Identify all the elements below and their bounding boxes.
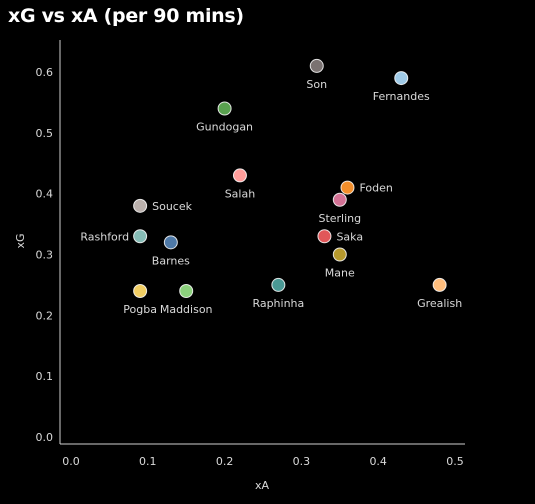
data-point [394,71,409,86]
x-tick-label: 0.2 [216,455,234,468]
data-label: Barnes [152,254,190,267]
data-label: Grealish [417,297,462,310]
data-point [217,101,232,116]
data-point [332,192,347,207]
data-label: Mane [325,267,355,280]
data-point [432,277,447,292]
data-label: Son [306,78,327,91]
y-tick-label: 0.0 [36,431,54,444]
data-label: Gundogan [196,121,253,134]
y-tick-label: 0.4 [36,188,54,201]
data-point [317,229,332,244]
y-tick-label: 0.2 [36,309,54,322]
data-point [309,58,324,73]
x-tick-label: 0.3 [293,455,311,468]
y-tick-label: 0.1 [36,370,54,383]
data-point [133,229,148,244]
data-point [340,180,355,195]
data-label: Fernandes [373,90,430,103]
data-points [133,58,447,298]
data-label: Foden [359,182,392,195]
y-tick-label: 0.3 [36,249,54,262]
data-point [232,168,247,183]
data-label: Pogba [123,303,157,316]
data-point [179,284,194,298]
data-labels: Son Fernandes Gundogan Salah Foden Sterling So… [80,78,462,316]
data-label: Maddison [160,303,213,316]
x-tick-label: 0.5 [446,455,464,468]
data-label: Rashford [80,230,129,243]
data-label: Sterling [318,212,361,225]
data-point [133,284,148,298]
data-point [163,235,178,250]
y-axis-title: xG [14,233,27,248]
y-tick-label: 0.5 [36,127,54,140]
data-point [133,198,148,213]
axes: 0.0 0.1 0.2 0.3 0.4 0.5 0.0 0.1 0.2 0.3 0.4 0.5 0.6 x… [14,40,465,492]
x-tick-label: 0.4 [369,455,387,468]
data-label: Raphinha [252,297,304,310]
data-label: Soucek [152,200,192,213]
data-point [332,247,347,262]
x-axis-title: xA [255,479,270,492]
data-label: Salah [225,187,256,200]
chart-title: xG vs xA (per 90 mins) [8,5,244,27]
x-tick-label: 0.1 [139,455,157,468]
data-point [271,277,286,292]
data-label: Saka [336,230,363,243]
x-tick-label: 0.0 [62,455,80,468]
y-tick-label: 0.6 [36,66,54,79]
